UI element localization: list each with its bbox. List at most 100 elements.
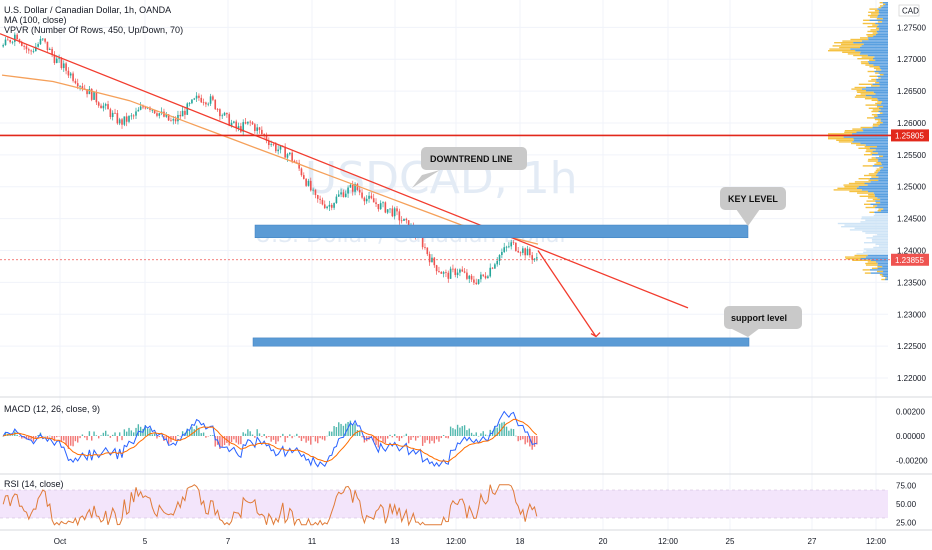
macd-histogram-bar [200, 433, 202, 436]
vp-bar-down [843, 184, 868, 186]
macd-histogram-bar [310, 436, 312, 445]
candle-body [254, 124, 256, 131]
candle-body [132, 115, 135, 117]
vp-bar-down [864, 272, 871, 274]
vp-bar-up [865, 256, 888, 258]
macd-histogram-bar [223, 436, 226, 446]
vp-bar-up [878, 72, 888, 74]
volume-profile [828, 2, 888, 281]
macd-histogram-bar [305, 436, 307, 443]
macd-histogram-bar [151, 434, 154, 436]
macd-histogram-bar [130, 430, 133, 436]
macd-histogram-bar [410, 436, 412, 440]
vp-bar-down [869, 75, 878, 77]
vp-bar-up [874, 56, 888, 58]
downtrend-line[interactable] [0, 33, 689, 309]
candle-body [261, 129, 263, 135]
macd-histogram-bar [237, 436, 240, 445]
candle-body [221, 115, 224, 117]
macd-histogram-bar [438, 436, 440, 442]
candle-body [270, 144, 272, 146]
macd-histogram-bar [202, 432, 205, 436]
candle-body [340, 192, 342, 195]
vp-bar-up [876, 104, 888, 106]
candle-body [536, 257, 538, 259]
key-level-label: KEY LEVEL [728, 194, 778, 204]
vp-bar-down [877, 101, 883, 103]
vp-bar-up [882, 155, 888, 157]
candle-body [463, 271, 466, 273]
support-callout[interactable]: support level [724, 306, 802, 337]
vp-bar-up [875, 206, 888, 209]
macd-histogram-bar [9, 435, 11, 436]
macd-histogram-bar [251, 434, 254, 436]
vp-bar [856, 253, 888, 255]
vp-bar-up [878, 24, 888, 26]
vp-bar-up [877, 8, 888, 10]
key-level-zone[interactable] [254, 224, 749, 239]
candle-body [65, 63, 67, 71]
price-axis[interactable]: 1.27500 1.27000 1.26500 1.26000 1.25500 1.250… [897, 23, 926, 383]
vp-bar-down [875, 202, 881, 204]
macd-histogram-bar [403, 435, 405, 437]
candle-body [172, 119, 175, 121]
vp-bar-up [875, 261, 888, 263]
macd-histogram-bar [42, 436, 44, 437]
macd-histogram-bar [214, 436, 216, 447]
candle-body [363, 197, 366, 202]
vp-bar-up [882, 21, 888, 23]
vp-bar [863, 248, 888, 250]
candle-body [39, 38, 42, 45]
candle-body [18, 39, 21, 43]
time-tick-label: 18 [516, 537, 525, 546]
vp-bar-down [852, 259, 871, 261]
candle-body [170, 120, 172, 122]
vp-bar-down [872, 198, 881, 201]
vp-bar [878, 245, 888, 247]
vp-bar-down [856, 144, 866, 146]
vp-bar-up [870, 272, 888, 274]
macd-histogram-bar [207, 436, 209, 437]
vp-bar-up [878, 107, 888, 109]
macd-histogram-bar [296, 433, 298, 436]
macd-histogram-bar [293, 435, 296, 437]
candle-body [386, 209, 389, 213]
vp-bar-up [863, 43, 888, 45]
macd-histogram-bar [317, 436, 319, 444]
vp-bar-up [877, 98, 888, 100]
macd-histogram-bar [487, 435, 489, 437]
candle-body [137, 109, 140, 112]
macd-histogram-bar [177, 435, 179, 436]
vp-bar-up [862, 128, 888, 130]
support-level-zone[interactable] [252, 337, 750, 347]
vp-bar-down [877, 120, 881, 122]
vp-bar-up [880, 118, 888, 121]
vp-bar-up [860, 258, 888, 260]
vp-bar-up [863, 130, 888, 132]
time-axis[interactable]: Oct 5 7 11 13 12:00 18 20 12:00 25 27 12:00 [54, 537, 887, 546]
vp-bar-down [865, 206, 876, 209]
symbol-title: U.S. Dollar / Canadian Dollar, 1h, OANDA [4, 5, 171, 15]
key-level-callout[interactable]: KEY LEVEL [720, 187, 786, 226]
vp-bar-up [865, 144, 888, 146]
vp-bar-down [856, 94, 866, 97]
vp-bar-up [876, 30, 888, 33]
macd-histogram-bar [153, 433, 156, 436]
candle-body [216, 109, 219, 110]
candle-body [440, 272, 443, 274]
vp-bar-down [860, 93, 876, 95]
macd-histogram-bar [235, 436, 237, 443]
vp-bar-up [878, 158, 888, 161]
price-tick-label: 1.26000 [897, 119, 926, 128]
macd-histogram-bar [361, 436, 363, 438]
candle-body [158, 113, 161, 116]
vp-bar-up [877, 262, 888, 265]
macd-histogram-bar [191, 426, 193, 436]
candle-body [186, 103, 189, 115]
downtrend-callout[interactable]: DOWNTREND LINE [412, 147, 527, 188]
candle-body [421, 236, 424, 248]
macd-histogram-bar [265, 436, 268, 439]
macd-histogram-bar [279, 436, 282, 438]
candle-body [44, 38, 46, 42]
